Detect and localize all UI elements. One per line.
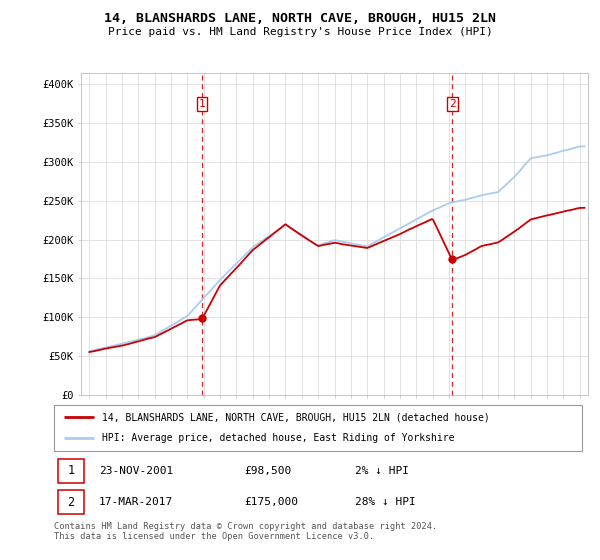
Text: 17-MAR-2017: 17-MAR-2017: [99, 497, 173, 507]
Text: £98,500: £98,500: [244, 466, 292, 476]
Text: 14, BLANSHARDS LANE, NORTH CAVE, BROUGH, HU15 2LN (detached house): 14, BLANSHARDS LANE, NORTH CAVE, BROUGH,…: [101, 412, 489, 422]
Text: HPI: Average price, detached house, East Riding of Yorkshire: HPI: Average price, detached house, East…: [101, 433, 454, 444]
Text: 1: 1: [67, 464, 74, 478]
Text: 2: 2: [449, 99, 456, 109]
Text: 23-NOV-2001: 23-NOV-2001: [99, 466, 173, 476]
Text: 2% ↓ HPI: 2% ↓ HPI: [355, 466, 409, 476]
Text: Price paid vs. HM Land Registry's House Price Index (HPI): Price paid vs. HM Land Registry's House …: [107, 27, 493, 37]
Bar: [58, 459, 83, 483]
Text: 1: 1: [199, 99, 205, 109]
Text: £175,000: £175,000: [244, 497, 298, 507]
Text: 28% ↓ HPI: 28% ↓ HPI: [355, 497, 416, 507]
Text: Contains HM Land Registry data © Crown copyright and database right 2024.
This d: Contains HM Land Registry data © Crown c…: [54, 522, 437, 542]
Text: 2: 2: [67, 496, 74, 509]
Bar: [58, 491, 83, 514]
Text: 14, BLANSHARDS LANE, NORTH CAVE, BROUGH, HU15 2LN: 14, BLANSHARDS LANE, NORTH CAVE, BROUGH,…: [104, 12, 496, 25]
